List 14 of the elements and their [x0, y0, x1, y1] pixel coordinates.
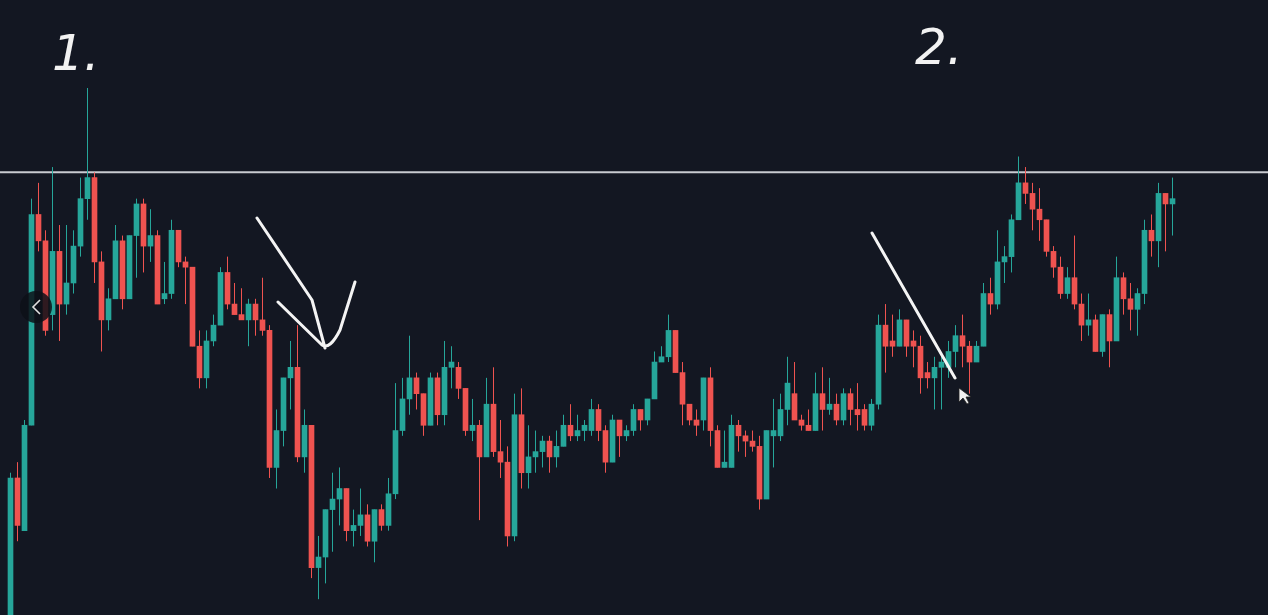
candlestick	[952, 324, 959, 368]
text: 2.	[915, 18, 963, 76]
candlestick	[1029, 182, 1036, 231]
candlestick	[1127, 282, 1134, 331]
candlestick	[378, 503, 385, 532]
candlestick	[847, 387, 854, 426]
candlestick	[819, 366, 826, 432]
candlestick	[1134, 287, 1141, 337]
candlestick	[497, 419, 504, 479]
text: 1.	[52, 24, 100, 82]
candlestick	[1050, 245, 1057, 279]
candlestick	[959, 314, 966, 368]
candlestick	[861, 403, 868, 432]
candlestick	[1064, 266, 1071, 300]
